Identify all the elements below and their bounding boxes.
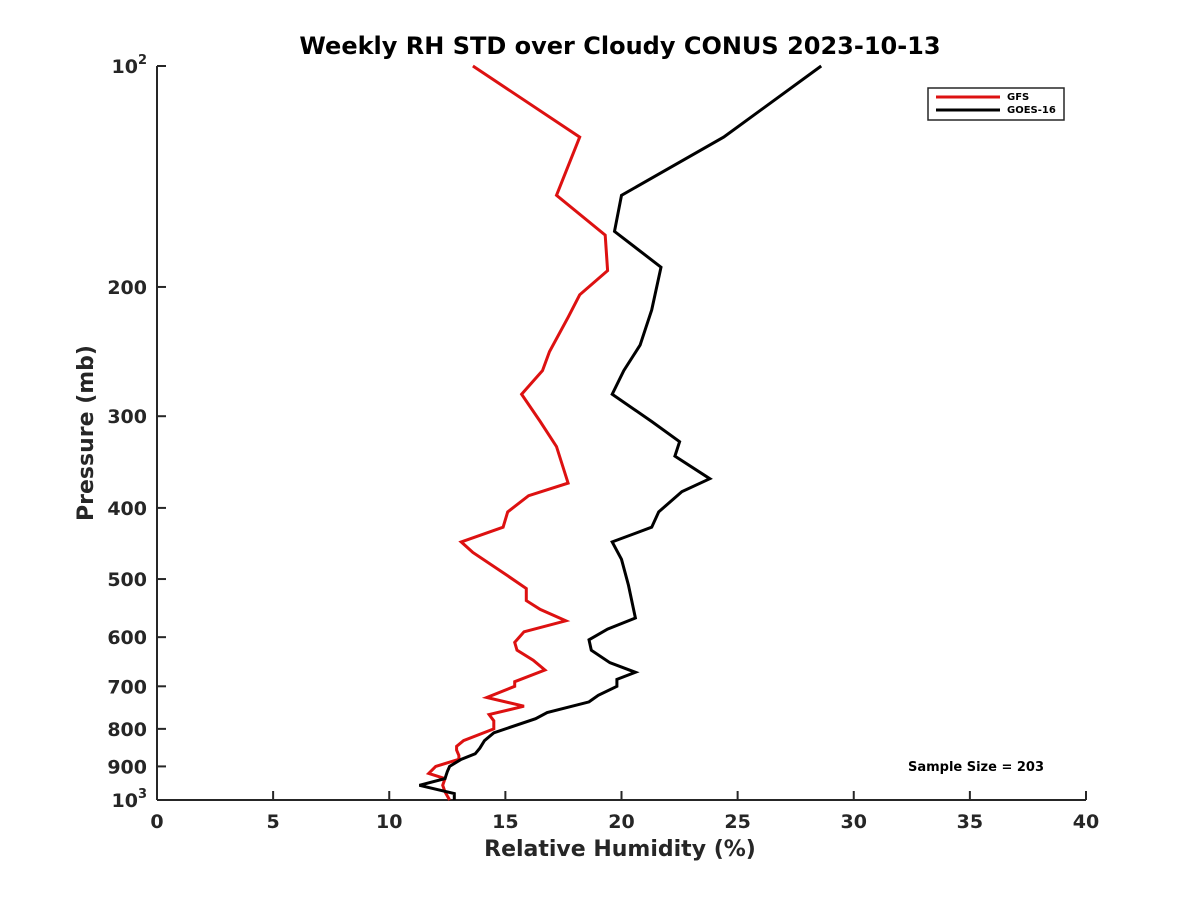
y-tick-label: 800	[107, 719, 147, 741]
legend-label-goes-16: GOES-16	[1007, 105, 1056, 116]
x-tick-label: 15	[492, 811, 518, 833]
series-lines	[419, 64, 823, 801]
x-tick-label: 25	[724, 811, 750, 833]
x-axis-ticks: 0 5 10 15 20 25 30 35 40	[150, 791, 1099, 833]
x-tick-label: 35	[957, 811, 983, 833]
x-tick-label: 20	[608, 811, 634, 833]
y-tick-label: 200	[107, 277, 147, 299]
y-tick-label: 500	[107, 569, 147, 591]
y-tick-label: 400	[107, 498, 147, 520]
x-tick-label: 0	[150, 811, 163, 833]
y-tick-label: 900	[107, 756, 147, 778]
legend-label-gfs: GFS	[1007, 92, 1029, 103]
y-tick-label: 600	[107, 627, 147, 649]
x-axis-label: Relative Humidity (%)	[484, 837, 756, 862]
chart-title: Weekly RH STD over Cloudy CONUS 2023-10-…	[299, 32, 940, 60]
legend: GFS GOES-16	[927, 87, 1065, 121]
x-tick-label: 5	[267, 811, 280, 833]
y-tick-label: 700	[107, 676, 147, 698]
legend-box	[927, 87, 1065, 121]
y-axis-ticks: 102 200 300 400 500 600 700 800 900 103	[107, 53, 166, 812]
y-tick-label: 102	[112, 53, 148, 78]
y-tick-label: 103	[112, 787, 148, 812]
x-tick-label: 30	[841, 811, 867, 833]
x-tick-label: 10	[376, 811, 402, 833]
series-line-gfs	[425, 64, 610, 801]
series-line-goes-16	[419, 64, 823, 800]
y-tick-label: 300	[107, 406, 147, 428]
y-axis-label: Pressure (mb)	[74, 345, 99, 521]
sample-size-annotation: Sample Size = 203	[908, 760, 1044, 775]
x-tick-label: 40	[1073, 811, 1099, 833]
